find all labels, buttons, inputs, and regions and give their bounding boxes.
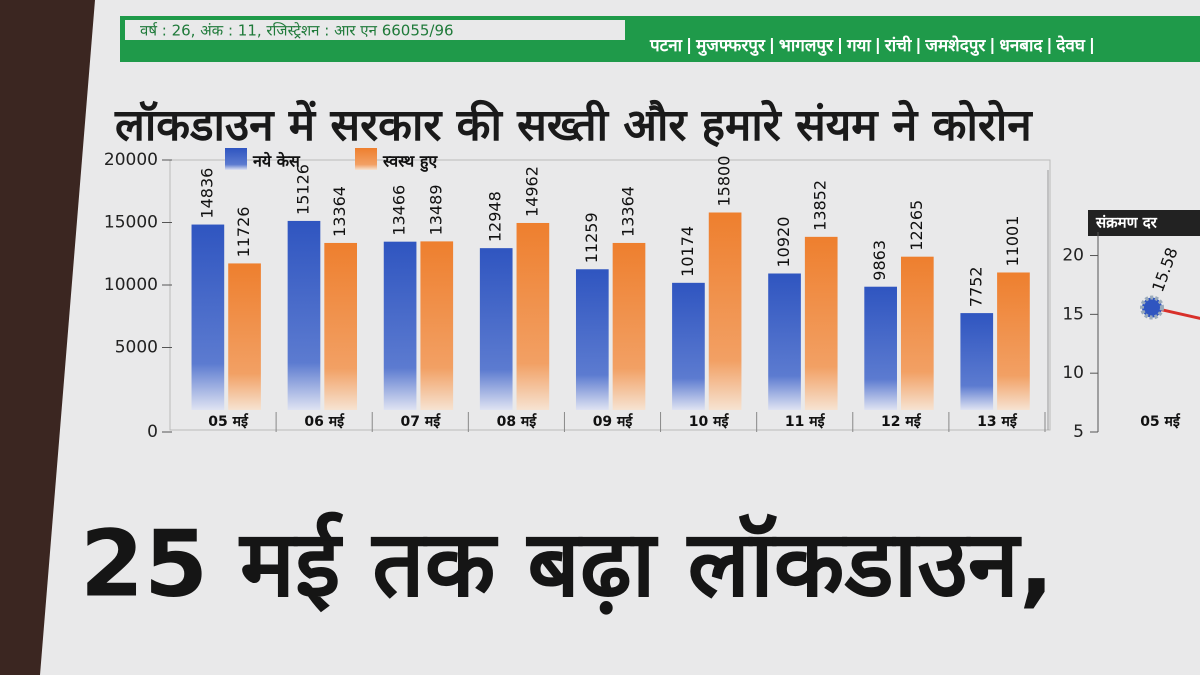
city: मुजफ्फरपुर [695,36,766,56]
value-label: 13489 [426,184,445,235]
chart-title: संक्रमण दर [1095,214,1158,232]
title-box [1088,210,1200,236]
bar [997,272,1030,410]
headline: लॉकडाउन में सरकार की सख्ती और हमारे संयम… [114,99,1033,151]
legend-label: नये केस [252,152,301,171]
bar [575,269,609,410]
headline-2: 25 मई तक बढ़ा लॉकडाउन, [80,510,1054,617]
y-tick-label: 20000 [104,150,158,170]
value-label: 7752 [966,266,985,307]
x-tick-label: 06 मई [304,413,345,430]
city-list: पटना मुजफ्फरपुर भागलपुर गया रांची जमशेदपुर धनब… [649,35,1093,56]
legend-swatch [225,148,247,170]
x-tick-label: 11 मई [785,413,826,430]
legend-swatch [355,148,377,170]
bar [768,273,801,410]
x-tick-label: 08 मई [497,413,538,430]
value-label: 15800 [715,156,734,207]
masthead-info-box [125,20,625,40]
city: रांची [884,35,912,56]
value-label: 15126 [293,164,312,215]
y-tick-label: 10 [1062,363,1084,383]
y-tick-label: 5000 [115,338,158,358]
y-tick-label: 20 [1062,246,1084,266]
bar [804,236,838,410]
bar [612,242,646,410]
value-label: 14962 [522,166,541,217]
value-label: 9863 [870,240,889,281]
y-tick-label: 10000 [104,275,158,295]
bar [420,241,454,410]
point [1140,295,1164,320]
y-tick-label: 15000 [104,213,158,233]
y-tick-label: 0 [147,422,158,442]
value-label: 13852 [811,180,830,231]
city: देवघ [1055,35,1085,56]
value-label: 13364 [618,186,637,237]
legend-label: स्वस्थ हुए [382,152,438,173]
value-label: 12265 [907,200,926,251]
bar [191,224,225,410]
x-tick-label: 07 मई [400,413,441,430]
city: गया [846,36,871,56]
x-tick-label: 12 मई [881,413,922,430]
city: धनबाद [999,36,1043,56]
x-tick-label: 10 मई [689,413,730,430]
bar [708,212,742,410]
bar [672,282,705,410]
bar [324,242,357,410]
y-tick-label: 5 [1073,422,1084,442]
city: भागलपुर [779,36,834,56]
value-label: 10174 [678,226,697,277]
value-label: 10920 [774,217,793,268]
value-label: 11001 [1003,216,1022,267]
bar [864,286,897,410]
value-label: 13364 [330,186,349,237]
bar [287,220,321,410]
bar [228,263,261,410]
city: पटना [649,36,683,56]
x-tick-label: 09 मई [593,413,634,430]
value-label: 14836 [197,168,216,219]
bar [479,248,513,410]
city: जमशेदपुर [924,35,986,56]
value-label: 11726 [234,207,253,258]
x-tick-label: 13 मई [977,413,1018,430]
value-label: 11259 [582,212,601,263]
bar [900,256,934,410]
x-tick-label: 05 मई [208,413,249,430]
value-label: 12948 [486,191,505,242]
bar [383,241,417,410]
value-label: 13466 [390,185,409,236]
plot-frame [169,159,1051,431]
x-tick-label: 05 मई [1140,413,1181,430]
bar [516,222,550,410]
y-tick-label: 15 [1062,304,1084,324]
bar [960,313,994,410]
masthead-info: वर्ष : 26, अंक : 11, रजिस्ट्रेशन : आर एन… [140,22,454,40]
